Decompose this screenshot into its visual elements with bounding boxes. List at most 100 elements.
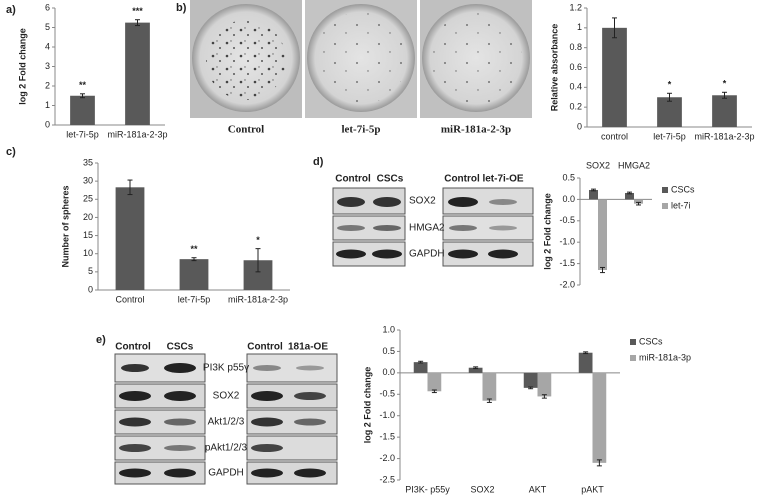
y-tick-label: 0 bbox=[45, 119, 50, 129]
y-tick-label: 10 bbox=[83, 248, 93, 258]
x-tick-label: PI3K- p55y bbox=[405, 484, 450, 494]
y-tick-label: 0.5 bbox=[562, 172, 575, 182]
blot-header: Control bbox=[444, 174, 480, 185]
x-tick-label: let-7i-5p bbox=[178, 294, 211, 304]
x-tick-label: miR-181a-2-3p bbox=[694, 131, 754, 141]
plate-label: Control bbox=[228, 124, 264, 136]
x-tick-label: miR-181a-2-3p bbox=[107, 129, 167, 139]
blot bbox=[114, 353, 338, 485]
plates bbox=[190, 0, 532, 118]
legend-label: let-7i bbox=[671, 200, 691, 210]
legend-swatch bbox=[630, 339, 636, 345]
colonies bbox=[206, 20, 286, 100]
bar bbox=[598, 199, 607, 271]
y-tick-label: 0.5 bbox=[382, 346, 395, 356]
y-tick-label: 0.4 bbox=[569, 82, 582, 92]
y-tick-label: 0.8 bbox=[569, 42, 582, 52]
x-tick-label: AKT bbox=[529, 484, 547, 494]
y-tick-label: 5 bbox=[88, 266, 93, 276]
y-tick-label: 0.0 bbox=[562, 194, 575, 204]
panel-label: c) bbox=[6, 146, 16, 158]
panel-label: d) bbox=[313, 156, 324, 168]
blot-row-label: Akt1/2/3 bbox=[208, 417, 245, 428]
y-tick-label: 2 bbox=[45, 80, 50, 90]
panel-label: e) bbox=[96, 334, 106, 346]
bar bbox=[537, 372, 552, 397]
bar bbox=[589, 189, 598, 200]
y-tick-label: 30 bbox=[83, 176, 93, 186]
y-tick-label: 4 bbox=[45, 41, 50, 51]
x-tick-label: miR-181a-2-3p bbox=[228, 294, 288, 304]
legend-label: CSCs bbox=[671, 184, 695, 194]
blot-header: CSCs bbox=[167, 342, 194, 353]
blot bbox=[332, 187, 534, 267]
y-tick-label: 0.6 bbox=[569, 62, 582, 72]
y-tick-label: 1.2 bbox=[569, 2, 582, 12]
blot-row-label: pAkt1/2/3 bbox=[205, 443, 248, 454]
y-tick-label: 3 bbox=[45, 61, 50, 71]
blot-header: 181a-OE bbox=[288, 342, 328, 353]
bar bbox=[125, 22, 150, 125]
y-axis-label: Number of spheres bbox=[60, 185, 70, 267]
significance-label: * bbox=[668, 80, 672, 90]
blot-header: Control bbox=[247, 342, 283, 353]
blot-row-label: PI3K p55γ bbox=[203, 363, 249, 374]
y-tick-label: 6 bbox=[45, 2, 50, 12]
blot-row-label: SOX2 bbox=[213, 391, 240, 402]
y-tick-label: 25 bbox=[83, 194, 93, 204]
y-tick-label: 15 bbox=[83, 230, 93, 240]
x-tick-label: SOX2 bbox=[586, 160, 610, 170]
y-tick-label: -1.5 bbox=[559, 258, 575, 268]
colonies bbox=[315, 12, 407, 104]
blot-header: Control bbox=[115, 342, 151, 353]
legend-label: miR-181a-3p bbox=[639, 352, 691, 362]
y-tick-label: -1.5 bbox=[379, 432, 395, 442]
bar bbox=[602, 27, 627, 127]
y-tick-label: -2.0 bbox=[559, 279, 575, 289]
y-tick-label: 0.0 bbox=[382, 367, 395, 377]
x-tick-label: Control bbox=[115, 294, 144, 304]
bar bbox=[427, 372, 442, 392]
x-tick-label: SOX2 bbox=[470, 484, 494, 494]
x-tick-label: pAKT bbox=[581, 484, 604, 494]
bar bbox=[634, 199, 643, 204]
y-tick-label: -0.5 bbox=[559, 215, 575, 225]
panel-label: b) bbox=[176, 2, 187, 14]
panel-label: a) bbox=[6, 4, 16, 16]
y-axis-label: log 2 Fold change bbox=[542, 193, 552, 270]
x-tick-label: let-7i-5p bbox=[66, 129, 99, 139]
significance-label: ** bbox=[190, 244, 198, 254]
blot-row-label: GAPDH bbox=[208, 468, 244, 479]
y-tick-label: 1 bbox=[577, 22, 582, 32]
bar bbox=[712, 95, 737, 127]
plate-label: let-7i-5p bbox=[341, 124, 380, 136]
bar bbox=[657, 97, 682, 127]
x-tick-label: HMGA2 bbox=[618, 160, 650, 170]
y-tick-label: 35 bbox=[83, 157, 93, 167]
significance-label: ** bbox=[79, 80, 87, 90]
blot-header: let-7i-OE bbox=[482, 174, 523, 185]
y-axis-label: log 2 Fold change bbox=[17, 28, 27, 105]
y-tick-label: -2.5 bbox=[379, 474, 395, 484]
legend-label: CSCs bbox=[639, 336, 663, 346]
y-tick-label: 0 bbox=[577, 121, 582, 131]
y-tick-label: 1 bbox=[45, 100, 50, 110]
x-tick-label: control bbox=[601, 131, 628, 141]
bar bbox=[578, 352, 593, 373]
legend-swatch bbox=[630, 355, 636, 361]
bar bbox=[592, 372, 607, 463]
blot-header: Control bbox=[335, 174, 371, 185]
blot-row-label: GAPDH bbox=[409, 249, 445, 260]
y-tick-label: -1.0 bbox=[559, 237, 575, 247]
bar bbox=[179, 259, 209, 290]
bar bbox=[115, 187, 145, 290]
y-tick-label: 5 bbox=[45, 22, 50, 32]
bar bbox=[523, 372, 538, 388]
significance-label: * bbox=[256, 235, 260, 245]
blot-header: CSCs bbox=[377, 174, 404, 185]
y-tick-label: 20 bbox=[83, 212, 93, 222]
y-tick-label: 0 bbox=[88, 284, 93, 294]
legend-swatch bbox=[662, 187, 668, 193]
